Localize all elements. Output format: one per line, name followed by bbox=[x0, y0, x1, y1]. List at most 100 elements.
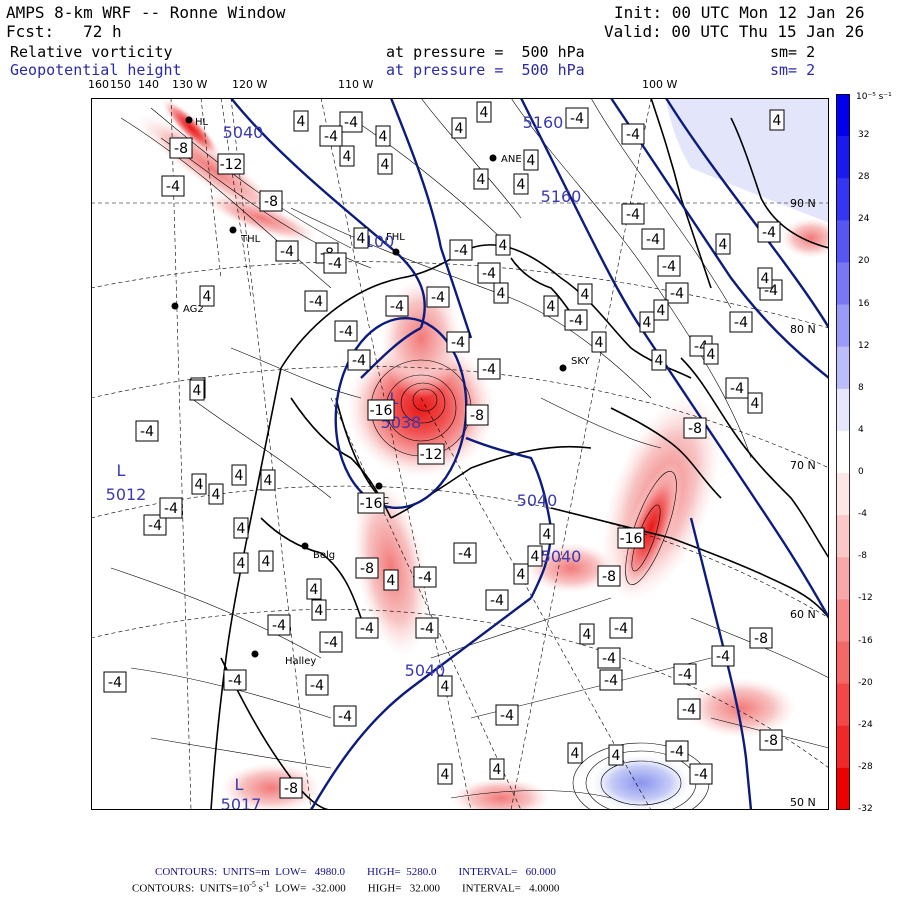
vorticity-label-box bbox=[446, 331, 470, 353]
vorticity-label: -8 bbox=[749, 627, 773, 649]
colorbar-cell bbox=[836, 683, 850, 727]
vorticity-label-text: -4 bbox=[734, 315, 748, 331]
vorticity-label: -4 bbox=[103, 671, 127, 693]
vorticity-label-text: 4 bbox=[480, 105, 489, 121]
vorticity-label-box bbox=[449, 239, 473, 261]
vorticity-label-box bbox=[539, 523, 555, 545]
vorticity-label-box bbox=[689, 763, 713, 785]
vorticity-label-text: 4 bbox=[595, 335, 604, 351]
vorticity-label-box bbox=[451, 117, 467, 139]
vorticity-label-box bbox=[677, 698, 701, 720]
station-sky bbox=[559, 364, 567, 372]
vort-negative-area-s bbox=[451, 778, 551, 810]
vorticity-label: 4 bbox=[495, 234, 511, 256]
vorticity-label-box bbox=[319, 631, 343, 653]
lat-label-90n: 90 N bbox=[790, 197, 816, 210]
vorticity-label: -4 bbox=[665, 740, 689, 762]
vorticity-label: -12 bbox=[217, 153, 245, 175]
vorticity-label: 4 bbox=[233, 517, 249, 539]
vorticity-label-text: -4 bbox=[420, 621, 434, 637]
vorticity-label-box bbox=[306, 578, 322, 600]
vorticity-label-text: 4 bbox=[657, 303, 666, 319]
vorticity-label-text: 4 bbox=[379, 129, 388, 145]
footer-vorticity-contours: CONTOURS: UNITS=10-5 s-1 LOW= -32.000 HI… bbox=[132, 880, 559, 895]
colorbar-cell bbox=[836, 725, 850, 769]
vorticity-label: -4 bbox=[305, 674, 329, 696]
vorticity-label-box bbox=[355, 557, 379, 579]
vorticity-label-box bbox=[599, 669, 623, 691]
colorbar bbox=[836, 94, 850, 810]
vorticity-label-text: 4 bbox=[195, 477, 204, 493]
colorbar-tick: -16 bbox=[858, 635, 873, 646]
vorticity-label-box bbox=[233, 552, 249, 574]
vorticity-label-box bbox=[323, 252, 347, 274]
vorticity-label-box bbox=[657, 255, 681, 277]
vorticity-label: 4 bbox=[653, 299, 669, 321]
vorticity-label-box bbox=[489, 758, 505, 780]
vorticity-label-box bbox=[293, 110, 309, 132]
low-symbol-w: L bbox=[117, 461, 126, 480]
colorbar-cell bbox=[836, 136, 850, 179]
vorticity-label: -4 bbox=[426, 286, 450, 308]
height-label-5017-sw: 5017 bbox=[221, 795, 262, 810]
vorticity-label: 4 bbox=[208, 483, 224, 505]
vorticity-label: -4 bbox=[757, 221, 781, 243]
vorticity-label: 4 bbox=[639, 311, 655, 333]
vorticity-label-box bbox=[267, 614, 291, 636]
vorticity-label: 4 bbox=[258, 550, 274, 572]
vorticity-label: 4 bbox=[437, 675, 453, 697]
vorticity-label-text: -16 bbox=[370, 403, 393, 419]
vorticity-label-text: -4 bbox=[164, 501, 178, 517]
vorticity-label-text: -4 bbox=[272, 618, 286, 634]
vorticity-label-box bbox=[415, 617, 439, 639]
vorticity-label-box bbox=[223, 669, 247, 691]
vorticity-label-text: 4 bbox=[517, 177, 526, 193]
vorticity-label-box bbox=[759, 729, 783, 751]
vorticity-label-box bbox=[769, 109, 785, 131]
vorticity-label: -4 bbox=[609, 617, 633, 639]
vorticity-label-box bbox=[199, 285, 215, 307]
colorbar-tick: 28 bbox=[858, 172, 870, 183]
vorticity-label-box bbox=[591, 331, 607, 353]
vorticity-label-text: -4 bbox=[390, 299, 404, 315]
vorticity-label-text: -4 bbox=[108, 675, 122, 691]
vorticity-label-text: 4 bbox=[517, 567, 526, 583]
vorticity-label: -4 bbox=[161, 175, 185, 197]
vorticity-label-box bbox=[711, 645, 735, 667]
vorticity-label-text: 4 bbox=[387, 573, 396, 589]
vorticity-label: 4 bbox=[513, 563, 529, 585]
vorticity-label-box bbox=[383, 569, 399, 591]
vorticity-label: 4 bbox=[377, 153, 393, 175]
vorticity-label-text: -4 bbox=[328, 256, 342, 272]
vorticity-label-box bbox=[413, 566, 437, 588]
vorticity-label-box bbox=[305, 674, 329, 696]
vort-negative-band-south bbox=[353, 479, 429, 657]
vorticity-label: -4 bbox=[333, 705, 357, 727]
colorbar-tick: 12 bbox=[858, 340, 870, 351]
vorticity-label-box bbox=[757, 267, 773, 289]
vorticity-label-text: -4 bbox=[678, 667, 692, 683]
vorticity-label: -4 bbox=[689, 763, 713, 785]
vorticity-label-box bbox=[564, 309, 588, 331]
footer-vort-sup: -5 bbox=[249, 880, 256, 889]
station-ane bbox=[489, 154, 497, 162]
vorticity-label: -4 bbox=[319, 631, 343, 653]
vorticity-label-box bbox=[608, 744, 624, 766]
vorticity-label-text: 4 bbox=[441, 767, 450, 783]
vorticity-label: -8 bbox=[169, 137, 193, 159]
vorticity-label: 4 bbox=[608, 744, 624, 766]
vorticity-label-text: 4 bbox=[643, 315, 652, 331]
vorticity-label-box bbox=[426, 286, 450, 308]
vorticity-label-text: -4 bbox=[360, 621, 374, 637]
vorticity-label: -8 bbox=[683, 417, 707, 439]
vorticity-label-box bbox=[275, 240, 299, 262]
colorbar-unit: 10⁻⁵ s⁻¹ bbox=[856, 92, 892, 102]
vorticity-label-text: 4 bbox=[751, 396, 760, 412]
vorticity-label: -4 bbox=[673, 663, 697, 685]
vorticity-label-text: 4 bbox=[264, 473, 273, 489]
vorticity-label-text: -4 bbox=[431, 290, 445, 306]
vorticity-label: -8 bbox=[465, 404, 489, 426]
vorticity-label: 4 bbox=[757, 267, 773, 289]
colorbar-cell bbox=[836, 473, 850, 516]
footer-height-contours: CONTOURS: UNITS=m LOW= 4980.0 HIGH= 5280… bbox=[155, 866, 556, 878]
